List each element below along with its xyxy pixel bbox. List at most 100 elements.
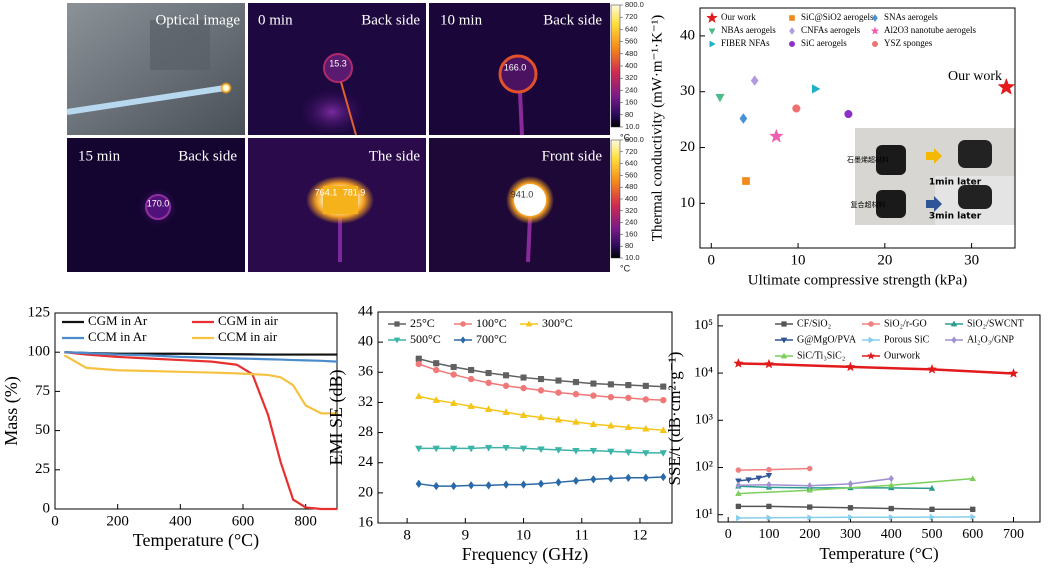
colorbar-label: 160 [625, 229, 638, 238]
marker [607, 393, 615, 401]
x-tick-label: 600 [232, 513, 255, 529]
legend-label: CF/SiO₂ [797, 318, 831, 329]
y-tick-label: 20 [680, 139, 695, 155]
y-axis-label: Mass (%) [1, 376, 22, 446]
panel-side: Front side [542, 148, 603, 164]
marker [872, 14, 878, 22]
marker [589, 447, 598, 455]
legend-marker [394, 321, 400, 327]
marker [735, 490, 742, 496]
marker [468, 366, 475, 374]
legend-label: CCM in air [218, 329, 278, 344]
legend-marker [781, 321, 787, 327]
marker [847, 505, 854, 511]
legend-label: SiC@SiO2 aerogels [801, 12, 874, 22]
x-tick-label: 400 [169, 513, 192, 529]
marker [766, 481, 772, 489]
marker [607, 448, 615, 456]
marker [844, 109, 853, 119]
panel-side: Back side [178, 148, 237, 164]
panel-side: Back side [361, 12, 420, 28]
legend-label: Porous SiC [884, 334, 930, 345]
marker [572, 379, 579, 386]
legend-marker [525, 320, 533, 327]
marker [848, 514, 854, 521]
panel-side: The side [369, 148, 421, 164]
marker [520, 480, 527, 489]
marker [970, 513, 977, 521]
marker [607, 381, 614, 388]
colorbar-label: 400 [625, 194, 638, 203]
marker [607, 421, 615, 429]
marker [812, 84, 821, 94]
marker [537, 413, 545, 421]
series-line [64, 351, 338, 363]
colorbar-label: 80 [625, 241, 633, 250]
marker [642, 450, 650, 457]
series-line [418, 395, 664, 432]
colorbar-label: 80 [625, 110, 633, 119]
annotation: Our work [948, 69, 1002, 84]
x-tick-label: 400 [881, 527, 902, 542]
legend-label: 300°C [542, 316, 573, 330]
sample [514, 184, 546, 216]
y-tick-label: 30 [680, 83, 695, 99]
marker [997, 77, 1016, 95]
legend-marker [868, 321, 874, 327]
sample [323, 186, 358, 214]
colorbar [610, 139, 621, 259]
marker [450, 363, 457, 371]
x-tick-label: 10 [516, 527, 531, 543]
legend-label: 500°C [410, 332, 441, 346]
inset-label: 石墨烯超材料 [847, 155, 889, 164]
colorbar-label: 240 [625, 218, 638, 227]
marker [660, 472, 667, 482]
marker [625, 394, 632, 402]
marker [520, 374, 527, 381]
colorbar-label: 320 [625, 73, 638, 82]
y-axis-label: SSE/t (dB·cm²·g⁻¹) [665, 352, 684, 486]
legend-label: G@MgO/PVA [797, 334, 857, 345]
colorbar [610, 4, 621, 128]
legend-marker [950, 320, 958, 327]
marker [736, 514, 742, 522]
y-tick-label: 28 [358, 424, 373, 440]
marker [607, 474, 614, 483]
x-tick-label: 12 [632, 527, 647, 543]
marker [432, 396, 440, 403]
reading: 781.9 [343, 187, 366, 197]
legend-label: CCM in Ar [88, 329, 147, 344]
marker [926, 363, 938, 374]
colorbar-unit: °C [620, 132, 631, 142]
marker [709, 40, 716, 48]
marker [519, 411, 528, 418]
legend-label: Our work [721, 12, 756, 22]
reading: 764.1 [315, 187, 338, 197]
legend-label: FIBER NFAs [721, 38, 770, 48]
marker [766, 503, 772, 510]
series-line [738, 362, 1014, 375]
marker [625, 382, 632, 389]
y-axis-label: Thermal conductivity (mW·m⁻¹·K⁻¹) [649, 15, 665, 241]
marker [590, 392, 597, 399]
panel-title: Optical image [155, 12, 240, 28]
marker [589, 420, 598, 427]
marker [625, 473, 632, 483]
reading: 15.3 [329, 58, 347, 68]
colorbar-label: 160 [625, 98, 638, 107]
y-tick-label: 36 [358, 364, 374, 380]
marker [590, 475, 597, 484]
marker [467, 375, 475, 383]
marker [789, 15, 795, 21]
y-tick-label: 40 [358, 334, 373, 350]
marker [555, 389, 562, 396]
marker [572, 447, 580, 455]
sample-photo [958, 140, 992, 168]
marker [806, 486, 813, 493]
marker [766, 514, 773, 522]
sample [323, 53, 353, 83]
marker [888, 514, 895, 521]
marker [485, 379, 492, 387]
y-tick-label: 10¹ [695, 507, 713, 522]
